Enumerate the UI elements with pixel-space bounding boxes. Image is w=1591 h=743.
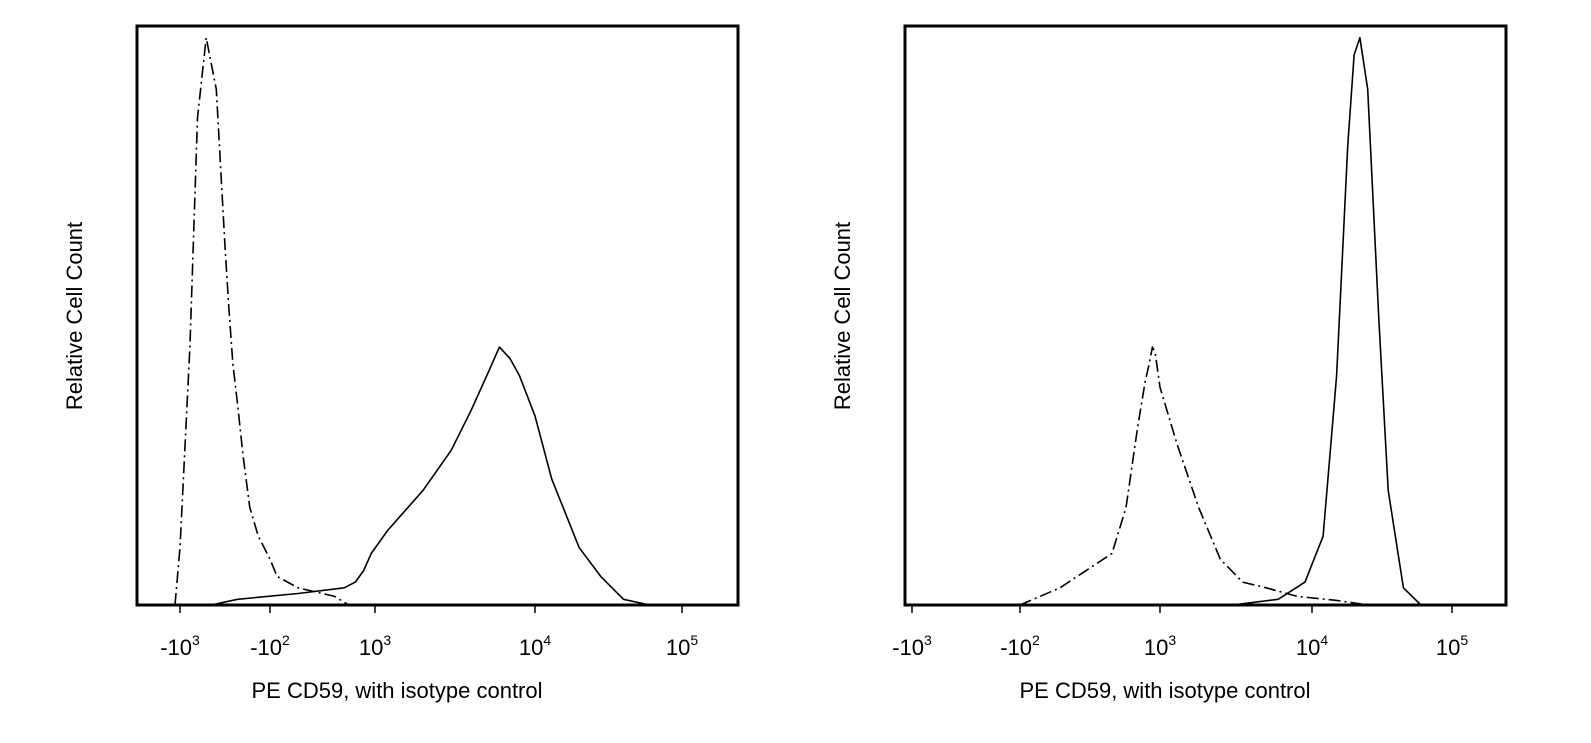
x-tick-label: 103 [1144, 632, 1176, 660]
x-tick-label: 104 [519, 632, 551, 660]
x-tick-label: -103 [160, 632, 200, 660]
x-tick-labels-right: -103 -102 103 104 105 [892, 632, 1468, 660]
series-right [1019, 36, 1422, 606]
isotype-control-curve [1019, 346, 1368, 606]
series-left [174, 36, 650, 606]
y-axis-label-right: Relative Cell Count [830, 222, 855, 410]
x-tick-label: 105 [666, 632, 698, 660]
x-tick-label: 103 [359, 632, 391, 660]
x-axis-label-right: PE CD59, with isotype control [1019, 678, 1310, 703]
cd59-stained-curve [1232, 36, 1422, 606]
x-axis-label-left: PE CD59, with isotype control [251, 678, 542, 703]
histogram-panel-right: -103 -102 103 104 105 PE CD59, with isotype … [830, 24, 1508, 703]
cd59-stained-curve [210, 346, 650, 606]
x-tick-label: 105 [1436, 632, 1468, 660]
x-tick-label: -103 [892, 632, 932, 660]
isotype-control-curve [174, 36, 350, 606]
histogram-panel-left: -103 -102 103 104 105 PE CD59, with isotype … [62, 24, 740, 703]
y-axis-label-left: Relative Cell Count [62, 222, 87, 410]
x-ticks-left [179, 605, 683, 613]
x-ticks-right [911, 605, 1453, 613]
plot-frame-left [135, 24, 740, 607]
x-tick-labels-left: -103 -102 103 104 105 [160, 632, 698, 660]
x-tick-label: 104 [1296, 632, 1328, 660]
x-tick-label: -102 [250, 632, 290, 660]
plot-frame-right [903, 24, 1508, 607]
x-tick-label: -102 [1000, 632, 1040, 660]
